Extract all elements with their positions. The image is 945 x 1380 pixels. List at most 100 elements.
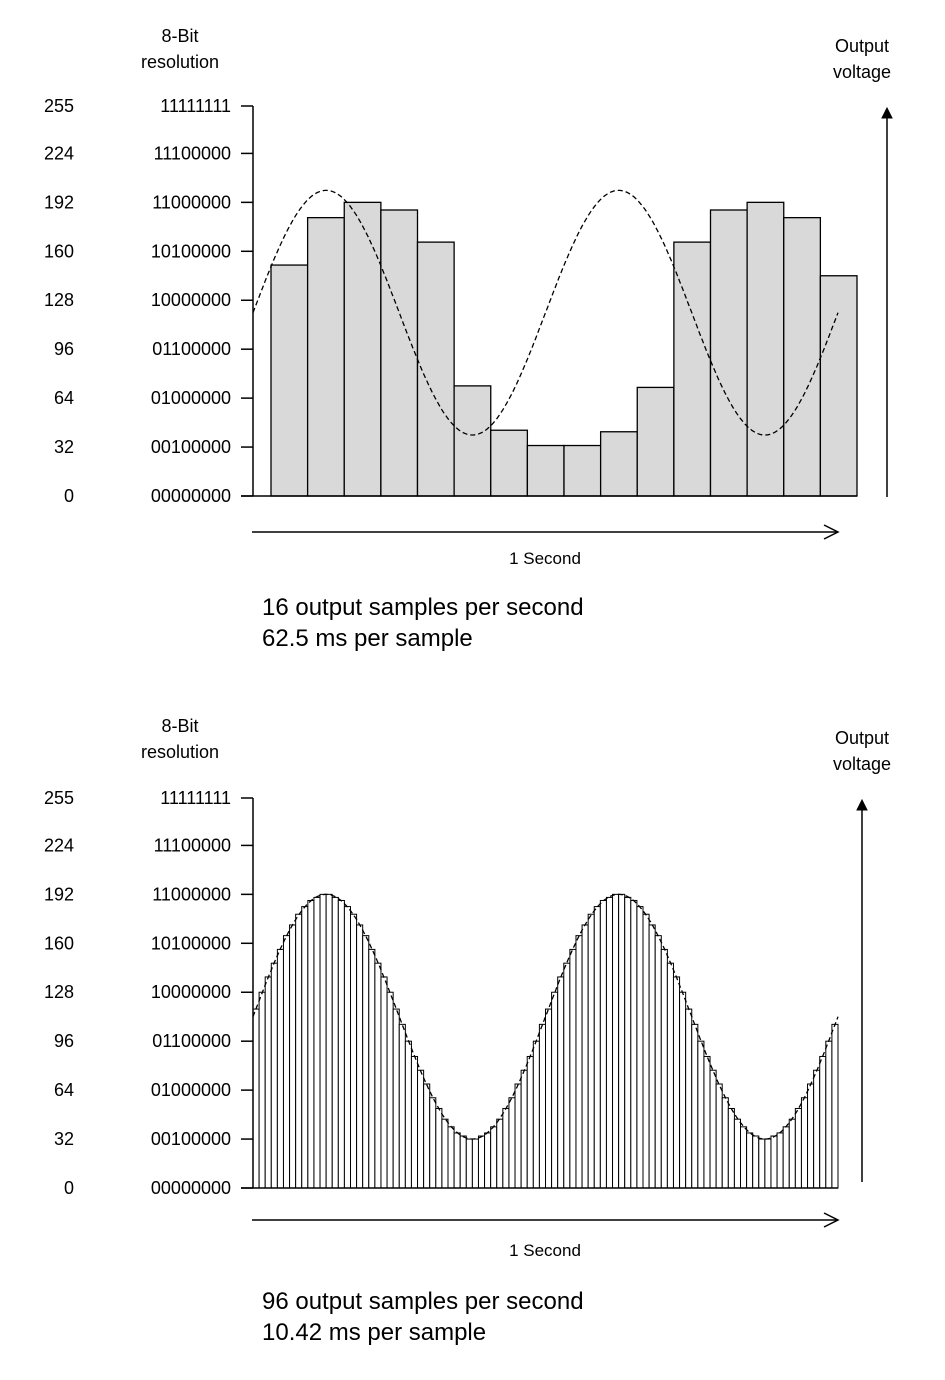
sample-bar [807, 1083, 815, 1189]
sample-bar [788, 1118, 796, 1189]
sample-bar [545, 1008, 553, 1189]
resolution-label-line-1: 8-Bit [161, 26, 198, 46]
sample-bar [337, 899, 345, 1189]
sample-bar [295, 913, 303, 1189]
y-axis-ticks: 255 11111111 224 11100000 192 11000000 160 1010… [44, 96, 253, 506]
sample-bar [794, 1107, 802, 1189]
sample-bar [526, 1055, 534, 1189]
chart-svg-16-samples: 8-Bit resolution Output voltage 255 11111… [44, 26, 893, 652]
sample-bar [709, 209, 748, 497]
caption-samples-per-second: 16 output samples per second [262, 594, 584, 621]
axes [241, 798, 868, 1228]
analog-waveform-dashed [252, 189, 839, 436]
sample-bar [691, 1023, 699, 1189]
y-tick-binary: 01100000 [152, 1031, 231, 1051]
y-tick-decimal: 64 [54, 1080, 74, 1100]
sample-bar [453, 1132, 461, 1189]
sample-bar [264, 976, 272, 1189]
sample-bar [764, 1138, 772, 1189]
sample-bar [368, 948, 376, 1189]
sample-bar [289, 924, 297, 1189]
sample-bar [752, 1135, 760, 1189]
y-tick-binary: 10000000 [151, 982, 231, 1002]
x-axis-label: 1 Second [509, 1241, 581, 1260]
sample-bar [435, 1107, 443, 1189]
y-tick-decimal: 128 [44, 290, 74, 310]
sample-bar [569, 948, 577, 1189]
y-tick-binary: 01100000 [152, 339, 231, 359]
sample-bar [520, 1069, 528, 1189]
sample-bar [630, 899, 638, 1189]
sample-bar [721, 1097, 729, 1189]
sample-bar [350, 913, 358, 1189]
time-arrow-head [823, 1212, 840, 1228]
sample-bar [599, 899, 607, 1189]
y-tick-decimal: 160 [44, 933, 74, 953]
sample-bar [471, 1138, 479, 1189]
y-tick-binary: 10100000 [151, 933, 231, 953]
sample-bar [770, 1135, 778, 1189]
time-arrow-head [823, 524, 840, 540]
sample-bar [331, 896, 339, 1189]
y-tick-decimal: 192 [44, 192, 74, 212]
sample-bar [679, 991, 687, 1189]
y-tick-binary: 10000000 [151, 290, 231, 310]
sample-bar [276, 948, 284, 1189]
sample-bar [654, 935, 662, 1189]
sample-bar [343, 201, 382, 497]
sample-bar [459, 1135, 467, 1189]
sample-bar [441, 1118, 449, 1189]
sample-bar [605, 896, 614, 1189]
y-axis-ticks: 255 11111111 224 11100000 192 11000000 160 1010… [44, 788, 253, 1198]
sample-bar [306, 216, 345, 497]
sample-bar [526, 444, 565, 497]
sample-bar [813, 1069, 821, 1189]
chart-svg-96-samples: 8-Bit resolution Output voltage 255 11111… [44, 716, 891, 1346]
sample-bar [733, 1118, 741, 1189]
sample-bar [453, 385, 492, 497]
y-tick-binary: 11111111 [160, 788, 231, 808]
sample-bar [557, 976, 565, 1189]
sample-bar [740, 1126, 748, 1189]
sample-bar [398, 1023, 406, 1189]
y-tick-decimal: 0 [64, 486, 74, 506]
sample-bar [258, 991, 266, 1189]
sample-bar [612, 893, 620, 1189]
sample-bar [374, 962, 382, 1189]
sample-bars [252, 893, 839, 1189]
sample-bar [666, 962, 674, 1189]
sample-bar [715, 1083, 723, 1189]
y-tick-binary: 00000000 [151, 486, 231, 506]
sample-bar [685, 1008, 693, 1189]
sample-bar [477, 1135, 486, 1189]
sample-bar [465, 1138, 473, 1189]
sample-bar [593, 906, 601, 1189]
y-tick-decimal: 96 [54, 1031, 74, 1051]
y-tick-decimal: 255 [44, 788, 74, 808]
y-tick-decimal: 96 [54, 339, 74, 359]
sample-bar [282, 935, 291, 1189]
sample-bar [313, 896, 321, 1189]
sample-bar [648, 924, 656, 1189]
sample-bar [783, 216, 822, 497]
sample-bar [252, 1008, 260, 1189]
y-tick-binary: 11100000 [154, 835, 231, 855]
sample-bar [447, 1126, 455, 1189]
sample-bar [325, 893, 333, 1189]
sample-bar [380, 976, 388, 1189]
sample-bar [392, 1008, 400, 1189]
sample-bar [496, 1118, 504, 1189]
output-voltage-label-line-1: Output [835, 728, 889, 748]
y-tick-binary: 01000000 [151, 1080, 231, 1100]
caption-ms-per-sample: 10.42 ms per sample [262, 1319, 486, 1346]
sample-bar [532, 1040, 540, 1189]
sample-bar [782, 1126, 790, 1189]
sample-bar [575, 935, 583, 1189]
resolution-label-line-1: 8-Bit [161, 716, 198, 736]
y-tick-decimal: 224 [44, 143, 74, 163]
resolution-label-line-2: resolution [141, 52, 219, 72]
y-tick-decimal: 160 [44, 241, 74, 261]
sample-bar [758, 1138, 766, 1189]
sample-bar [417, 1069, 425, 1189]
resolution-label-line-2: resolution [141, 742, 219, 762]
